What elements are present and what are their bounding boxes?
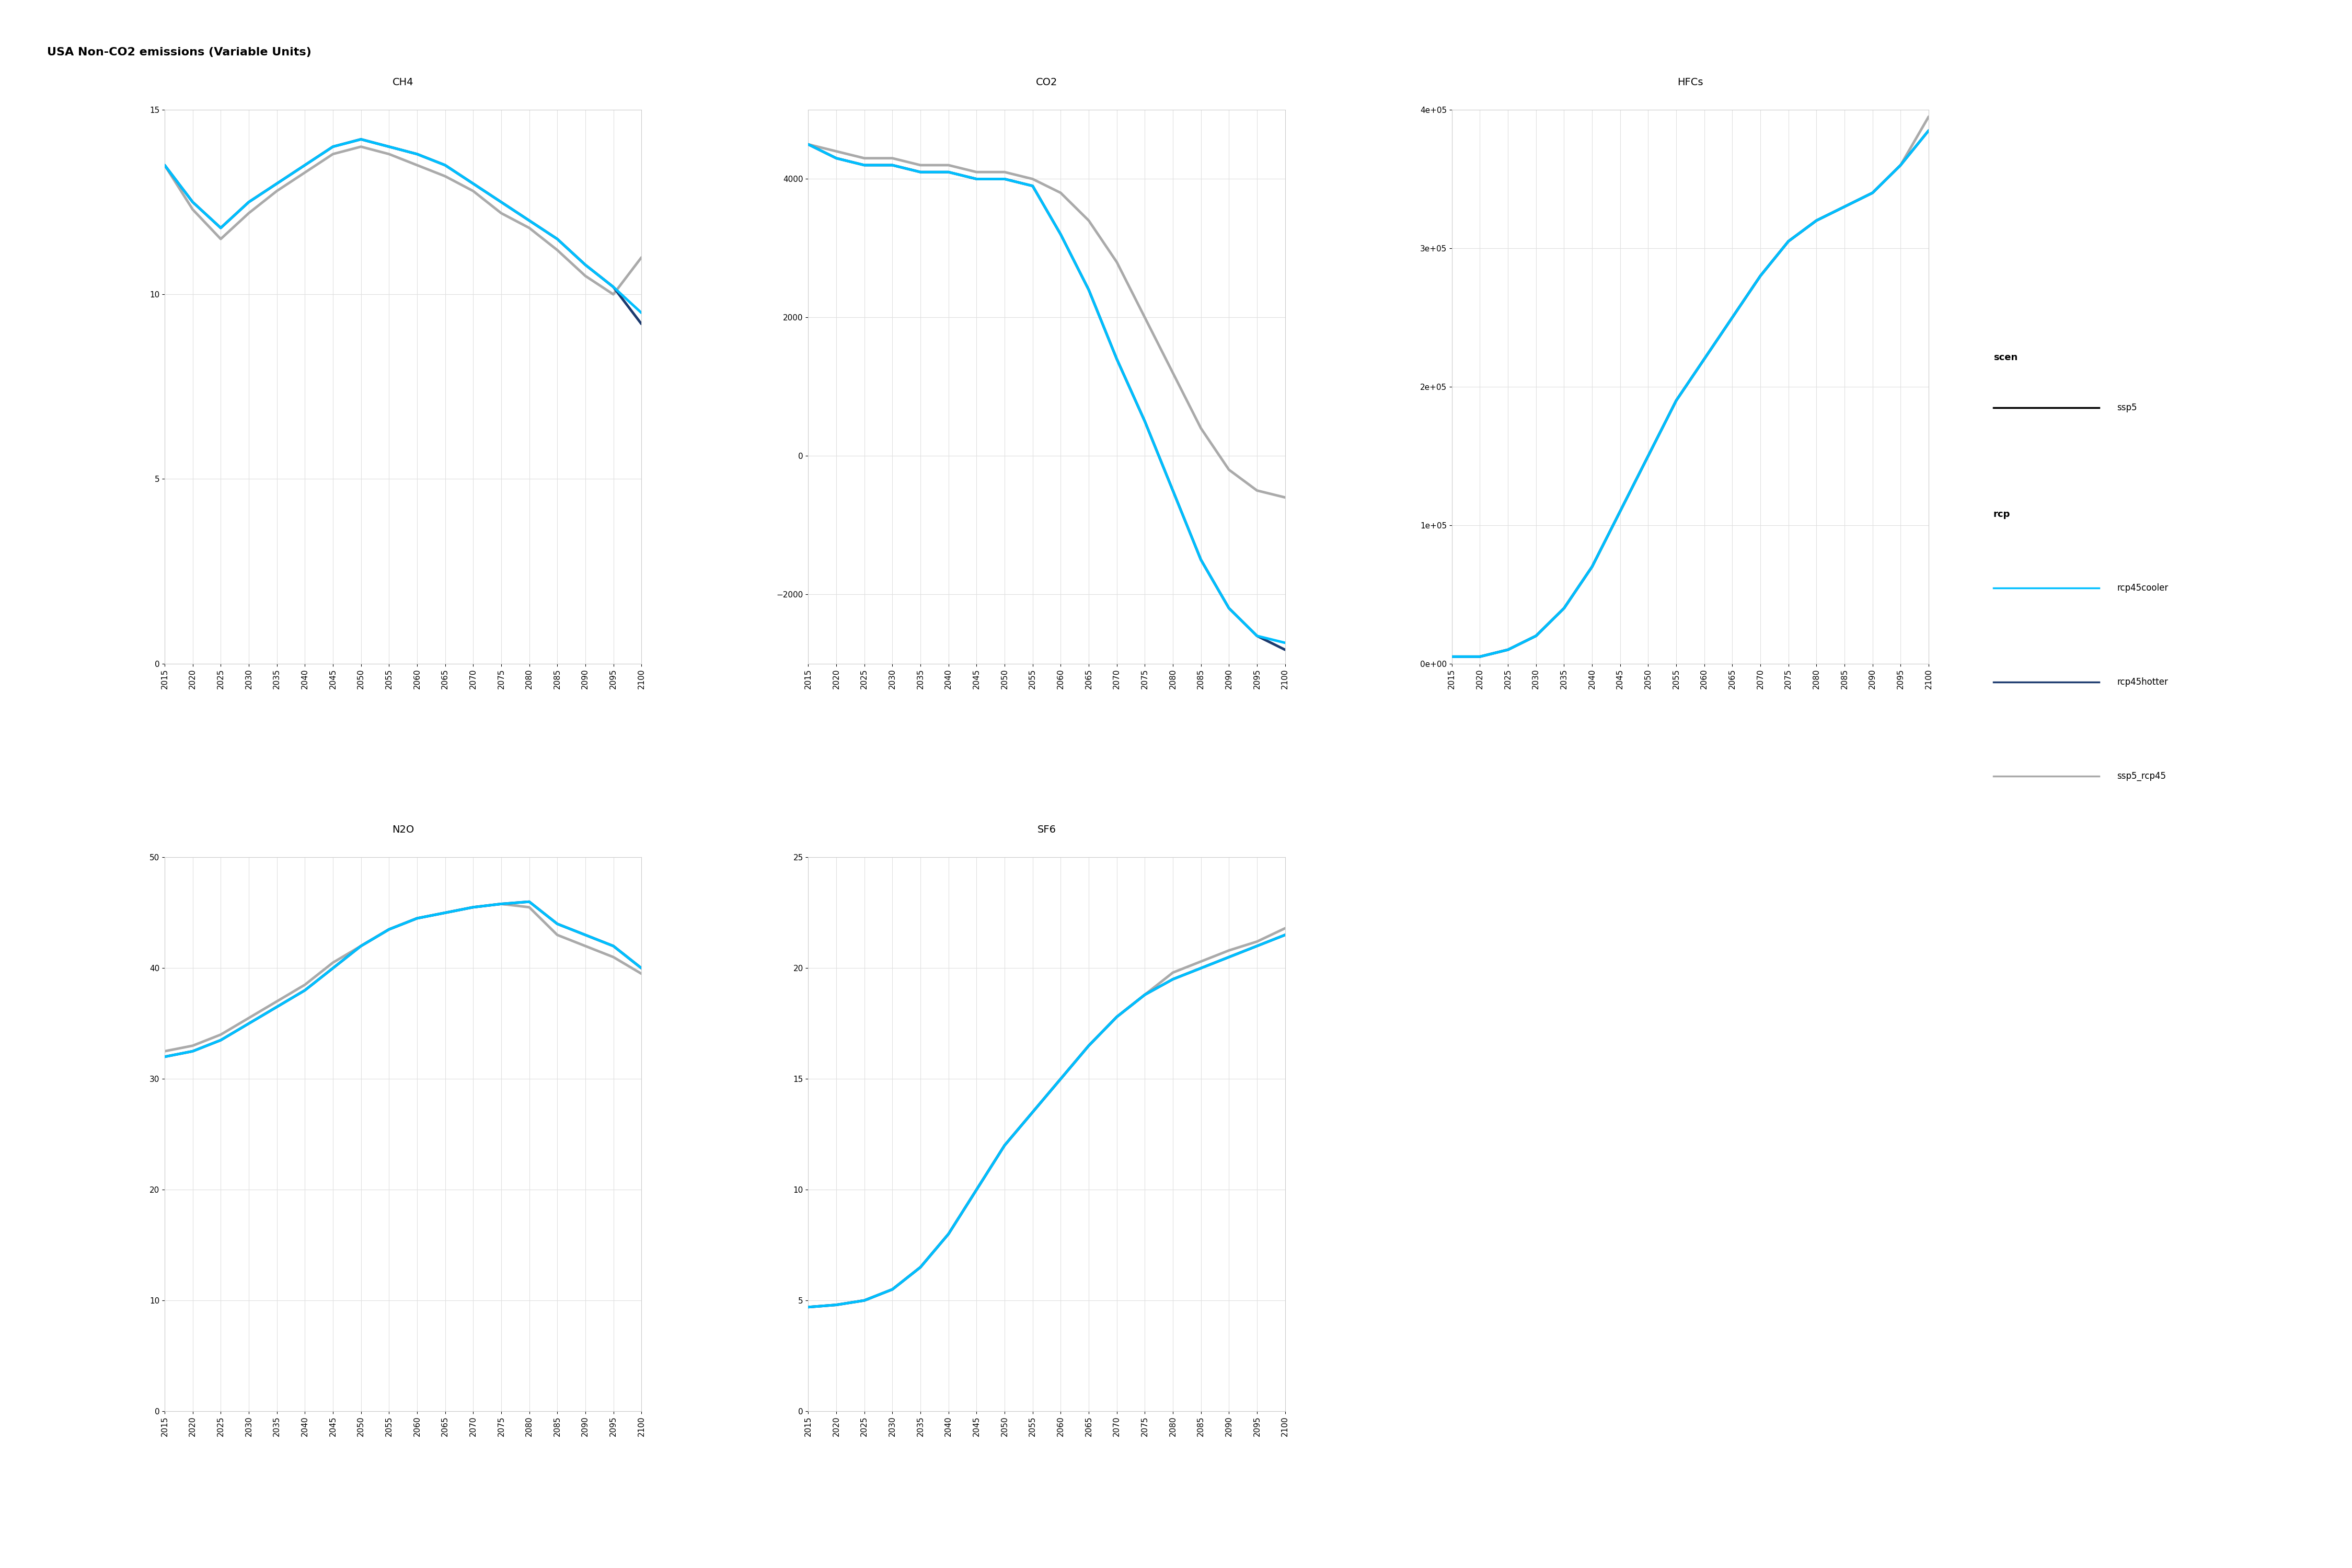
- Text: ssp5_rcp45: ssp5_rcp45: [2117, 771, 2166, 781]
- Text: rcp45cooler: rcp45cooler: [2117, 583, 2169, 593]
- Text: ssp5: ssp5: [2117, 403, 2138, 412]
- Text: rcp: rcp: [1994, 510, 2011, 519]
- Text: scen: scen: [1994, 353, 2018, 362]
- Text: rcp45hotter: rcp45hotter: [2117, 677, 2169, 687]
- Text: USA Non-CO2 emissions (Variable Units): USA Non-CO2 emissions (Variable Units): [47, 47, 310, 58]
